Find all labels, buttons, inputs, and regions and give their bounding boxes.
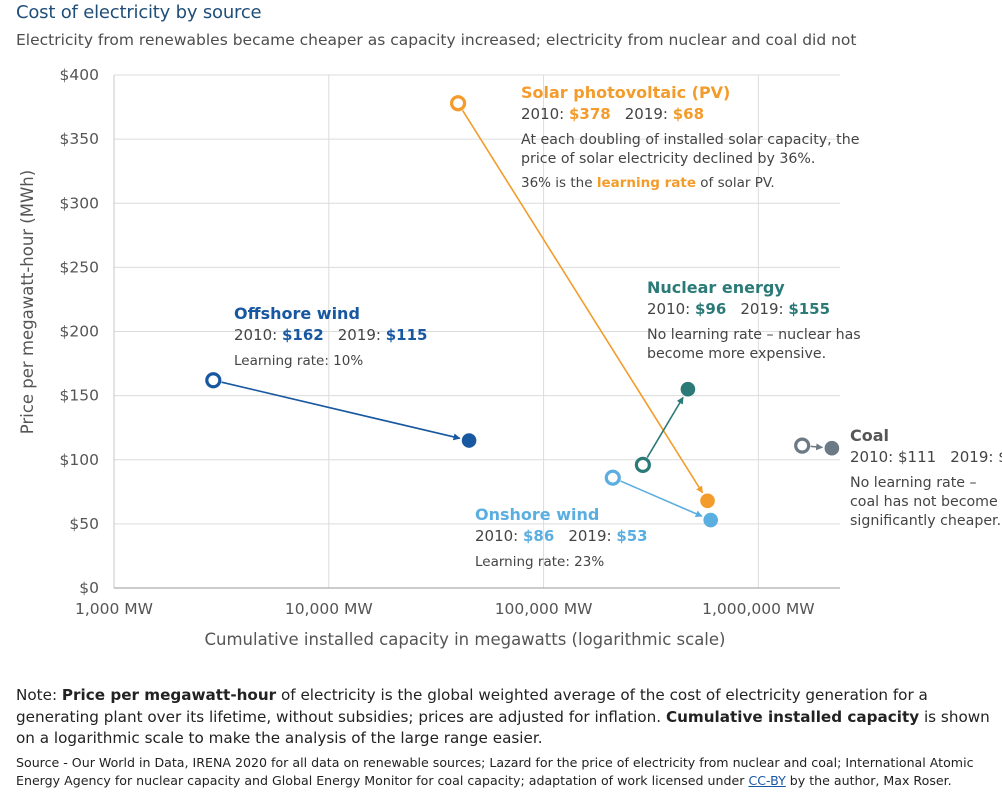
learning-rate-note: 36% is the learning rate of solar PV. xyxy=(521,175,775,191)
price-2019-value: $115 xyxy=(386,326,428,344)
series-arrow xyxy=(810,443,824,451)
series-note-line: Learning rate: 23% xyxy=(475,554,604,570)
learning-rate-prefix: 36% is the xyxy=(521,175,597,191)
cc-by-link[interactable]: CC-BY xyxy=(748,772,786,788)
point-2019 xyxy=(703,512,718,528)
price-2010-value: $111 xyxy=(898,448,936,466)
x-tick-label: 100,000 MW xyxy=(495,600,593,618)
year-2019-label: 2019: xyxy=(625,105,673,123)
y-tick-label: $300 xyxy=(60,194,99,212)
price-2019-value: $155 xyxy=(788,300,830,318)
price-2019-value: $10 xyxy=(998,448,1002,466)
chart-svg: $0 $50 $100 $150 $200 $250 $300 $350 $400 1,000 M… xyxy=(18,66,1002,649)
chart-note: Note: Price per megawatt-hour of electri… xyxy=(16,685,996,750)
year-2010-label: 2010: xyxy=(647,300,695,318)
note-text-1: of electricity is the global weighted av… xyxy=(16,686,928,726)
price-2010-value: $162 xyxy=(282,326,324,344)
year-2010-label: 2010: xyxy=(850,448,898,466)
series-name-label: Coal xyxy=(850,426,889,445)
point-2010 xyxy=(449,95,467,112)
series-note-line: At each doubling of installed solar capa… xyxy=(521,132,859,148)
series-arrow xyxy=(646,396,684,458)
note-bold-capacity: Cumulative installed capacity xyxy=(665,707,920,726)
series-note-line: No learning rate – xyxy=(850,475,977,491)
y-axis-title: Price per megawatt-hour (MWh) xyxy=(18,170,37,434)
source-text: Source - Our World in Data, IRENA 2020 f… xyxy=(16,755,974,788)
series-note-line: Learning rate: 10% xyxy=(234,353,363,369)
y-tick-label: $200 xyxy=(60,323,99,341)
point-2010 xyxy=(604,469,621,486)
year-2010-label: 2010: xyxy=(475,527,523,545)
series-note-line: price of solar electricity declined by 3… xyxy=(521,151,815,167)
series-price-label: 2010: $378 2019: $68 xyxy=(521,105,704,123)
year-2019-label: 2019: xyxy=(338,326,386,344)
series-arrow xyxy=(620,480,703,517)
point-2010 xyxy=(205,372,222,389)
y-tick-label: $50 xyxy=(69,515,99,533)
x-axis-title: Cumulative installed capacity in megawat… xyxy=(205,630,726,649)
year-2019-label: 2019: xyxy=(740,300,788,318)
x-tick-label: 1,000 MW xyxy=(75,600,153,618)
year-2019-label: 2019: xyxy=(950,448,998,466)
price-2010-value: $96 xyxy=(695,300,726,318)
series-note-line: coal has not become xyxy=(850,494,998,510)
source-note: Source - Our World in Data, IRENA 2020 f… xyxy=(16,754,996,789)
y-tick-label: $250 xyxy=(60,258,99,276)
source-suffix: by the author, Max Roser. xyxy=(785,772,952,788)
x-tick-label: 1,000,000 MW xyxy=(702,600,815,618)
series-arrow xyxy=(461,109,704,494)
year-2010-label: 2010: xyxy=(521,105,569,123)
chart-title: Cost of electricity by source xyxy=(16,2,262,23)
note-prefix: Note: xyxy=(16,686,62,704)
chart-subtitle: Electricity from renewables became cheap… xyxy=(16,31,857,49)
series-price-label: 2010: $111 2019: $10 xyxy=(850,448,1002,466)
series-note-line: significantly cheaper. xyxy=(850,513,1001,529)
point-2019 xyxy=(700,493,715,509)
series-price-label: 2010: $96 2019: $155 xyxy=(647,300,830,318)
note-bold-price: Price per megawatt-hour xyxy=(61,686,277,704)
series-name-label: Solar photovoltaic (PV) xyxy=(521,83,730,102)
point-2019 xyxy=(680,381,696,397)
y-tick-label: $350 xyxy=(60,130,99,148)
series-price-label: 2010: $162 2019: $115 xyxy=(234,326,428,344)
x-tick-label: 10,000 MW xyxy=(285,600,373,618)
series-note-line: become more expensive. xyxy=(647,346,826,362)
y-tick-label: $400 xyxy=(60,66,99,84)
point-2010 xyxy=(634,456,651,473)
year-2010-label: 2010: xyxy=(234,326,282,344)
y-tick-label: $150 xyxy=(60,387,99,405)
price-2019-value: $68 xyxy=(673,105,704,123)
price-2019-value: $53 xyxy=(616,527,647,545)
y-tick-label: $100 xyxy=(60,451,99,469)
point-2019 xyxy=(461,433,477,448)
point-2010 xyxy=(794,437,811,454)
series-price-label: 2010: $86 2019: $53 xyxy=(475,527,648,545)
price-2010-value: $378 xyxy=(569,105,611,123)
series-arrow xyxy=(221,381,461,441)
point-2019 xyxy=(824,440,840,456)
series-name-label: Nuclear energy xyxy=(647,278,785,297)
note-text-2: is shown on a logarithmic scale to make … xyxy=(16,707,990,748)
series-note-line: No learning rate – nuclear has xyxy=(647,327,861,343)
year-2019-label: 2019: xyxy=(568,527,616,545)
learning-rate-highlight: learning rate xyxy=(597,175,696,191)
price-2010-value: $86 xyxy=(523,527,554,545)
series-name-label: Onshore wind xyxy=(475,505,599,524)
learning-rate-suffix: of solar PV. xyxy=(696,175,775,191)
y-tick-label: $0 xyxy=(79,579,99,597)
series-name-label: Offshore wind xyxy=(234,304,360,323)
